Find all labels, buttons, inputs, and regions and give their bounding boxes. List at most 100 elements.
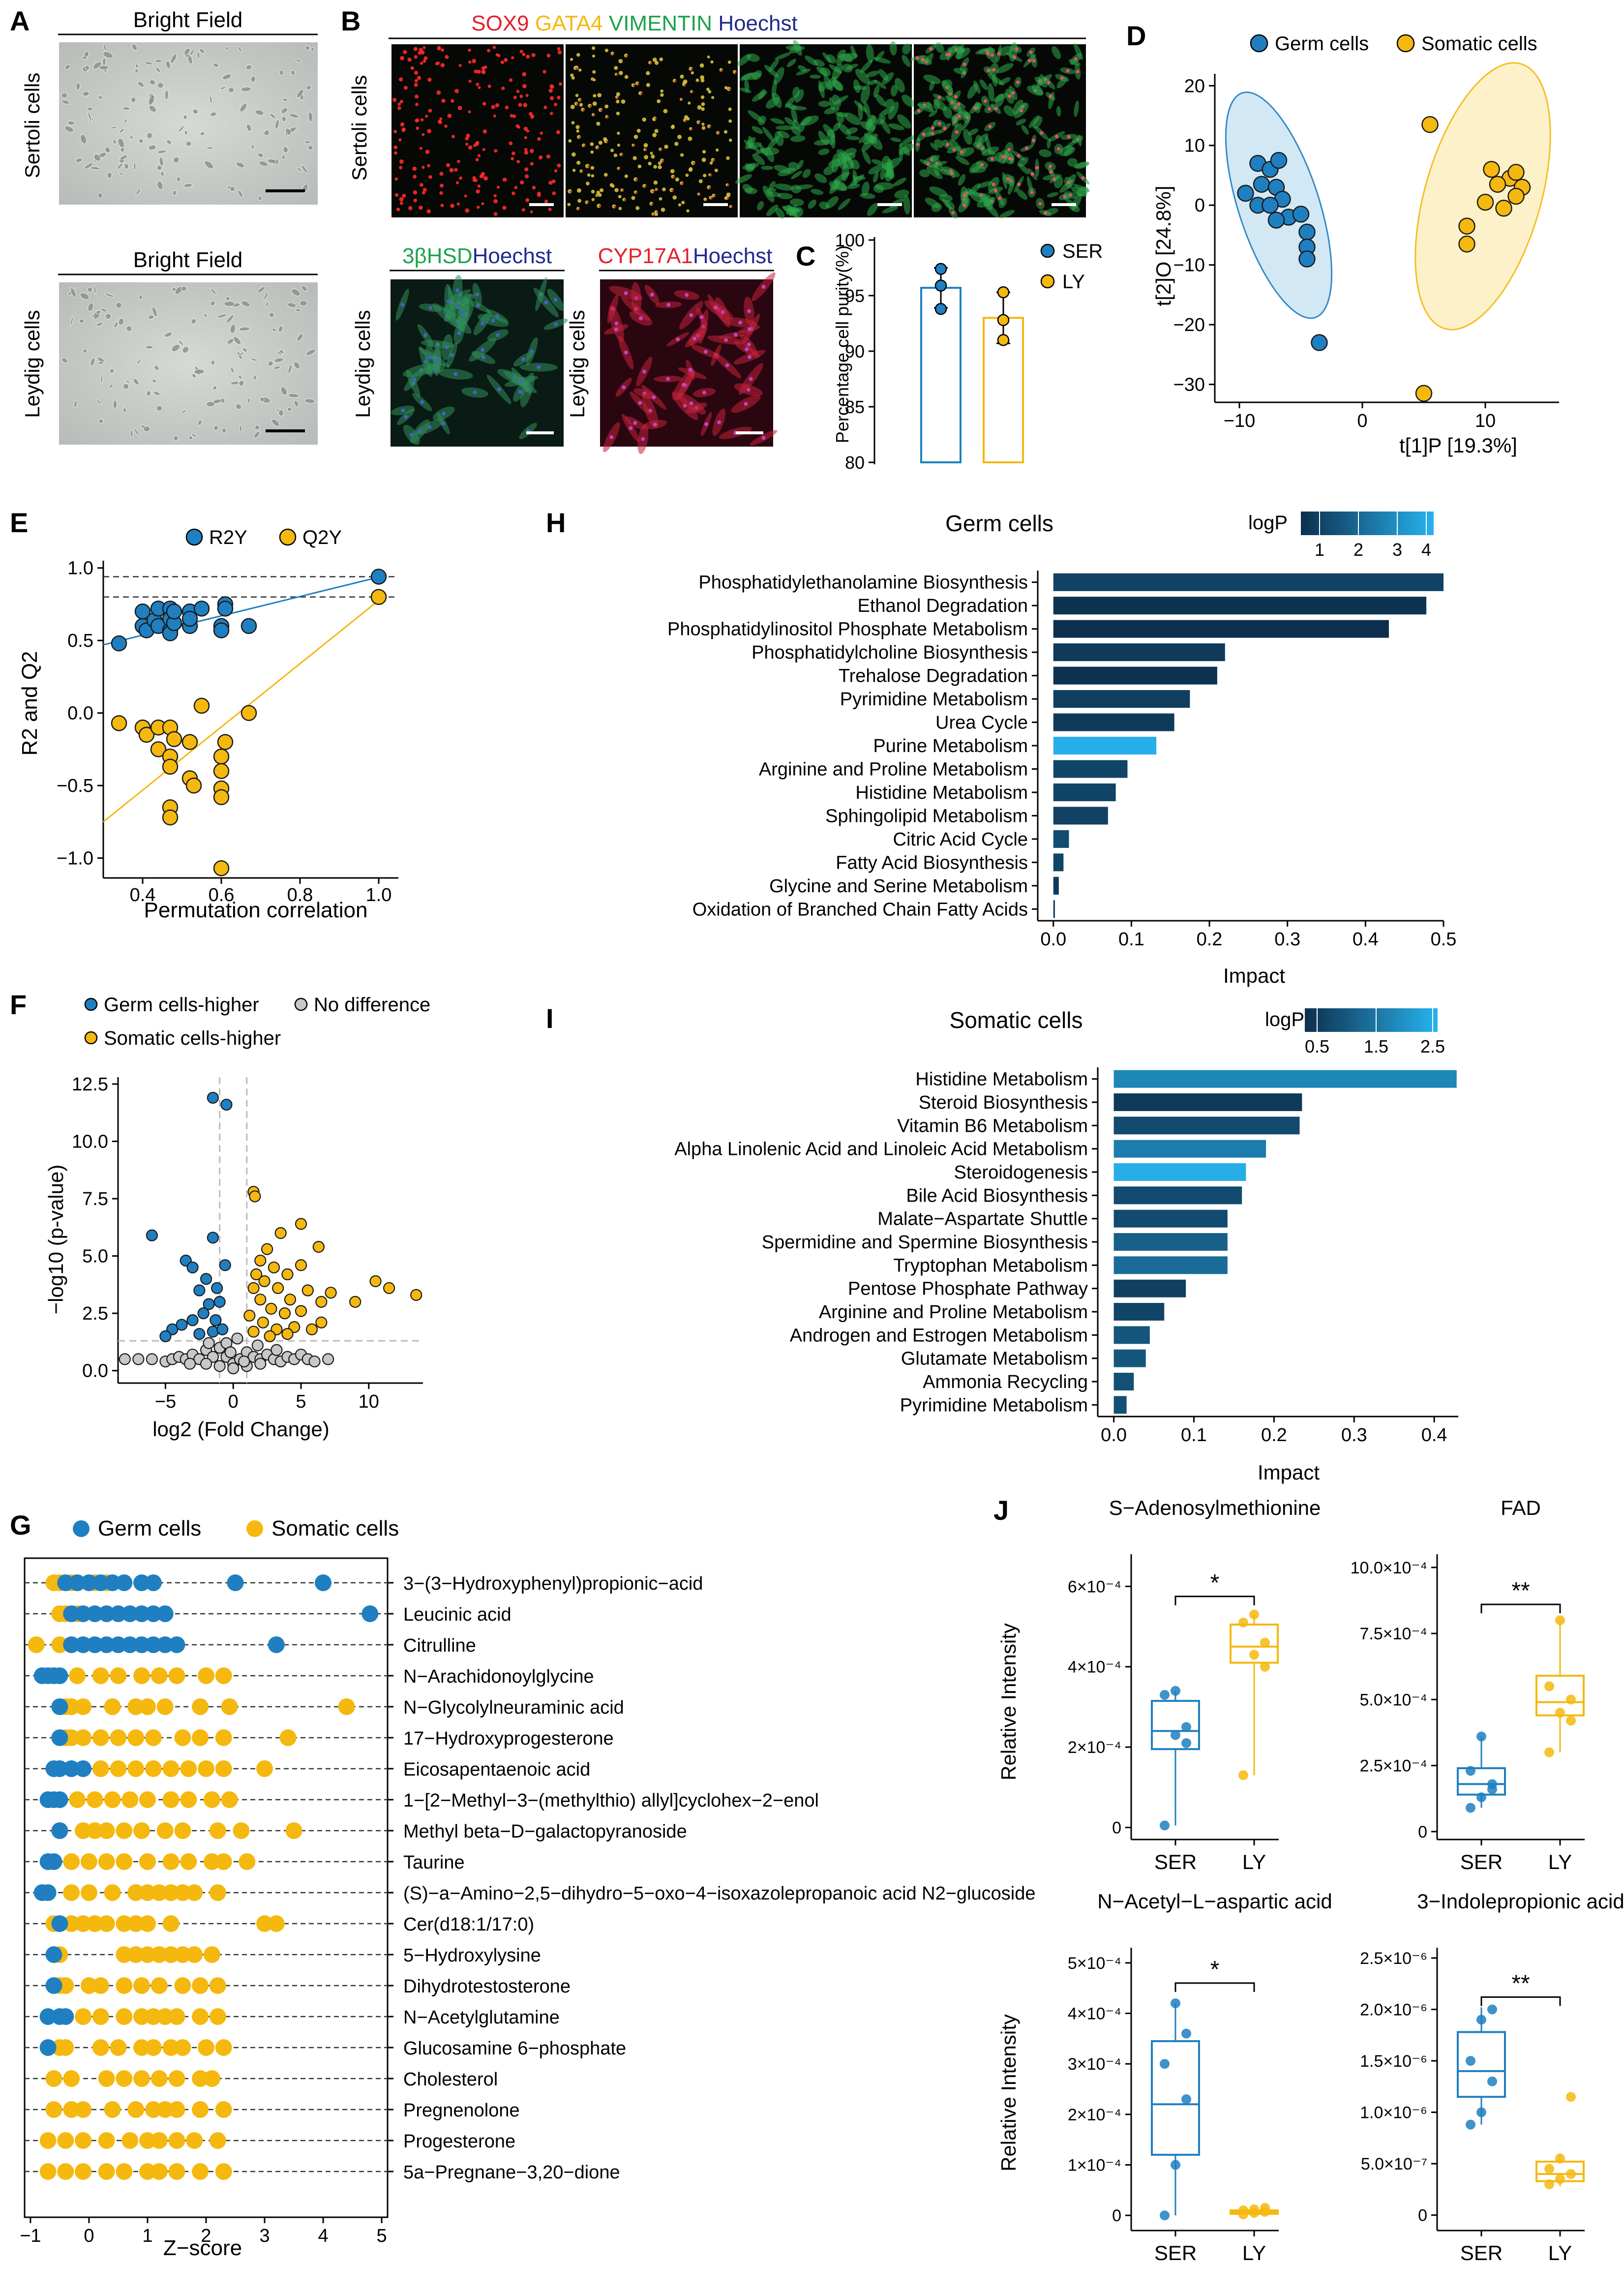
zscore-point-somatic <box>92 1760 109 1777</box>
nucleus-mark <box>1017 182 1021 186</box>
volcano-point <box>238 1355 250 1368</box>
data-point <box>1249 1609 1259 1620</box>
zscore-point-somatic <box>57 2132 74 2149</box>
nucleus-mark <box>549 96 554 100</box>
nucleus-mark <box>473 144 477 148</box>
cell-mark <box>82 91 90 96</box>
nucleus-mark <box>444 124 448 128</box>
volcano-point <box>231 1332 243 1345</box>
pathway-label: Androgen and Estrogen Metabolism <box>790 1325 1088 1346</box>
cell-mark <box>230 367 235 373</box>
nucleus-mark <box>624 174 628 178</box>
nucleus-mark <box>464 194 467 198</box>
y-tick-label: 95 <box>845 286 865 306</box>
zscore-point-somatic <box>98 2163 115 2180</box>
volcano-point <box>349 1296 361 1308</box>
cell-mark <box>114 321 119 329</box>
data-point <box>1487 1784 1497 1794</box>
data-point <box>1160 1820 1170 1831</box>
nucleus-mark <box>724 338 728 342</box>
metabolite-label: Taurine <box>403 1852 465 1873</box>
colorbar-tick-label: 1 <box>1315 540 1324 560</box>
nucleus-mark <box>537 365 541 369</box>
panel-i-legend-title: logP <box>1265 1009 1304 1030</box>
cell-mark <box>178 340 184 346</box>
nucleus-mark <box>578 208 580 211</box>
scatter-point-somatic <box>1458 235 1475 253</box>
nucleus-mark <box>650 293 654 297</box>
cell-mark <box>844 112 861 125</box>
cell-mark <box>306 85 312 91</box>
cell-mark <box>814 173 827 183</box>
nucleus-mark <box>423 56 428 60</box>
nucleus-mark <box>660 89 663 93</box>
nucleus-mark <box>576 188 581 193</box>
nucleus-mark <box>1040 131 1044 135</box>
cell-mark <box>873 184 884 193</box>
cell-mark <box>845 136 860 140</box>
cell-mark <box>291 70 296 76</box>
cell-mark <box>257 195 262 201</box>
scatter-point-somatic <box>1421 116 1439 133</box>
scatter-point-Q2Y <box>162 758 179 775</box>
data-point <box>1544 2164 1554 2174</box>
cell-mark <box>100 375 103 384</box>
data-point <box>1555 1708 1565 1718</box>
zscore-point-germ <box>39 2008 57 2025</box>
nucleus-mark <box>570 58 573 61</box>
zscore-point-somatic <box>139 1853 156 1870</box>
cell-mark <box>191 318 197 325</box>
cell-mark <box>304 140 311 144</box>
nucleus-mark <box>437 46 441 51</box>
nucleus-mark <box>477 154 481 157</box>
significance-bracket <box>1480 1996 1561 2006</box>
cell-mark <box>758 115 766 125</box>
zscore-point-somatic <box>174 1884 191 1901</box>
cell-mark <box>80 292 90 300</box>
zscore-point-somatic <box>174 1946 191 1963</box>
panel-f-y-axis-label: −log10 (p-value) <box>44 1165 67 1315</box>
significance-label: * <box>1210 1957 1220 1983</box>
nucleus-mark <box>646 83 651 87</box>
cell-mark <box>791 125 801 136</box>
nucleus-mark <box>931 126 934 130</box>
zscore-point-germ <box>51 1729 68 1746</box>
brightfield-cells-sertoli <box>61 43 314 201</box>
cell-mark <box>880 169 885 180</box>
nucleus-mark <box>475 158 479 162</box>
nucleus-mark <box>1066 69 1070 73</box>
metabolite-label: N−Arachidonoylglycine <box>403 1666 594 1687</box>
cell-mark <box>899 143 914 155</box>
cell-mark <box>281 116 287 122</box>
nucleus-mark <box>1081 176 1085 180</box>
data-point <box>1466 2119 1475 2130</box>
metabolite-label: 3−(3−Hydroxyphenyl)propionic−acid <box>403 1573 703 1594</box>
metabolite-label: Eicosapentaenoic acid <box>403 1759 590 1780</box>
y-tick-label: 90 <box>845 341 865 362</box>
nucleus-mark <box>689 313 693 317</box>
cell-mark <box>171 344 180 352</box>
nucleus-mark <box>407 58 412 62</box>
y-tick-label: 4×10⁻⁴ <box>1068 1658 1121 1677</box>
nucleus-mark <box>715 148 719 152</box>
nucleus-mark <box>511 157 514 160</box>
nucleus-mark <box>650 62 652 64</box>
scatter-point-germ <box>1292 206 1310 223</box>
data-point <box>1249 2204 1259 2214</box>
nucleus-mark <box>604 48 609 53</box>
x-tick-label: 0.6 <box>209 885 235 905</box>
nucleus-mark <box>450 353 454 358</box>
pathway-label: Malate−Aspartate Shuttle <box>877 1209 1088 1230</box>
zscore-point-somatic <box>192 2101 209 2118</box>
nucleus-mark <box>987 68 991 72</box>
nucleus-mark <box>501 86 505 91</box>
nucleus-mark <box>730 206 733 208</box>
cell-mark <box>133 378 140 386</box>
nucleus-mark <box>451 135 455 139</box>
zscore-point-somatic <box>192 2070 209 2087</box>
nucleus-mark <box>546 54 551 58</box>
nucleus-mark <box>491 105 495 109</box>
nucleus-mark <box>670 125 675 129</box>
cell-mark <box>93 284 96 295</box>
nucleus-mark <box>926 162 930 166</box>
